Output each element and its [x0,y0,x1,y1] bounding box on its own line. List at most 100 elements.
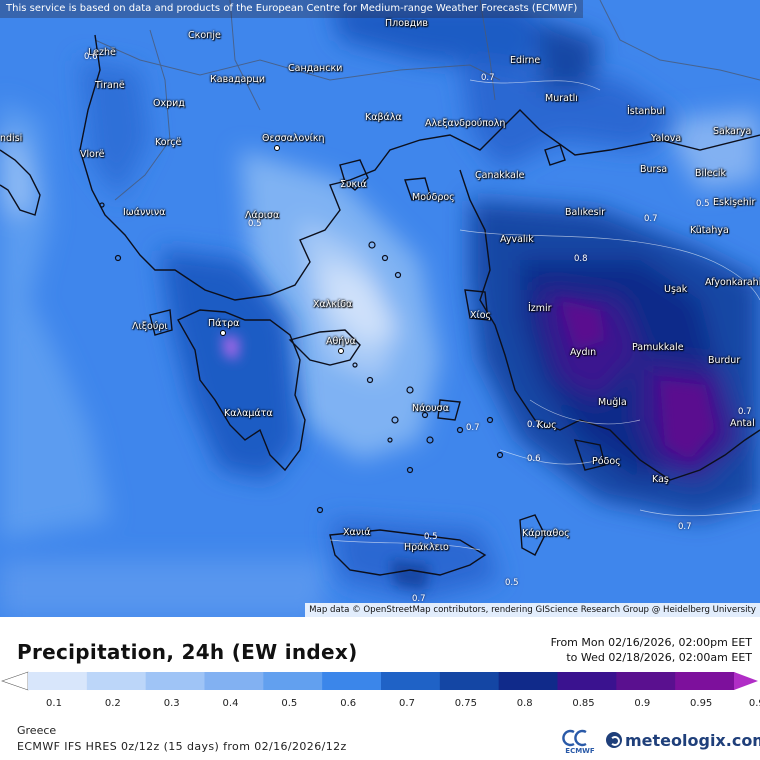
city-label: Αλεξανδρούπολη [425,118,506,129]
city-label: Ιωάννινα [123,207,166,218]
map-data-attribution: Map data © OpenStreetMap contributors, r… [305,603,760,617]
city-label: Kütahya [690,225,729,236]
isoline-value-label: 0.5 [248,219,262,229]
city-label: Πάτρα [208,318,240,329]
city-label: Καβάλα [365,112,402,123]
isoline-value-label: 0.7 [412,594,426,604]
city-label: Bursa [640,164,668,175]
precipitation-map[interactable]: This service is based on data and produc… [0,0,760,617]
legend-tick-label: 0.75 [454,698,477,709]
legend-tick-label: 0.9 [634,698,651,709]
city-label: Vlorë [80,149,105,160]
city-label: Μούδρος [412,192,455,203]
city-label: Λιξούρι [132,321,168,332]
isoline-value-label: 0.7 [481,73,495,83]
meteologix-icon [606,732,622,748]
city-label: İstanbul [627,106,666,117]
legend-tick-label: 0.5 [281,698,298,709]
city-label: Burdur [708,355,741,366]
city-label: Χανιά [343,527,371,538]
city-marker-icon [338,348,344,354]
city-label: Сандански [288,63,343,74]
legend-swatch [557,672,617,690]
legend-swatch [204,672,264,690]
city-label: Yalova [651,133,682,144]
legend-swatch [498,672,558,690]
isoline-value-label: 0.5 [505,578,519,588]
legend-arrow-low [1,671,29,691]
city-label: ndisi [0,133,23,144]
city-label: Muratlı [545,93,578,104]
city-label: Συκιά [340,179,367,190]
city-label: Çanakkale [475,170,525,181]
ecmwf-logo-label: ECMWF [565,747,595,755]
city-label: Αθήνα [326,336,356,347]
legend-tick-label: 0.8 [516,698,533,709]
map-canvas [0,0,760,617]
city-label: Balıkesir [565,207,606,218]
city-marker-icon [274,145,280,151]
city-label: Κως [537,420,557,431]
isoline-value-label: 0.6 [527,454,541,464]
city-label: Κάρπαθος [522,528,570,539]
legend-tick-label: 0.1 [46,698,62,709]
model-info: ECMWF IFS HRES 0z/12z (15 days) from 02/… [17,740,347,753]
meteologix-logo-text: meteologix.com [625,731,760,750]
city-label: Lezhë [88,47,116,58]
legend-tick-label: 0.6 [340,698,357,709]
legend-swatch [675,672,735,690]
city-label: Pamukkale [632,342,684,353]
city-label: Охрид [153,98,185,109]
isoline-value-label: 0.5 [424,532,438,542]
legend-tick-label: 0.4 [222,698,239,709]
ecmwf-logo[interactable]: ECMWF [562,728,598,758]
legend-swatch [616,672,676,690]
meteologix-logo[interactable]: meteologix.com [606,731,760,750]
city-label: Uşak [664,284,688,295]
city-label: Antal [730,418,755,429]
city-label: Ρόδος [592,456,621,467]
city-label: Korçë [155,137,182,148]
legend-tick-label: 0.3 [163,698,180,709]
city-label: Bilecik [695,168,727,179]
legend-swatch [86,672,147,690]
isoline-value-label: 0.7 [644,214,658,224]
city-label: Afyonkarahisar [705,277,760,288]
region-label: Greece [17,724,57,737]
city-label: Καλαμάτα [224,408,273,419]
city-label: Скопје [188,30,221,41]
legend-tick-label: 0.7 [399,698,415,709]
legend-swatch [145,672,205,690]
city-label: Νάουσα [412,403,449,414]
legend-swatch [28,672,88,690]
city-label: Кавадарци [210,74,266,85]
city-label: Edirne [510,55,541,66]
city-label: Χαλκίδα [313,299,353,310]
city-label: Ηράκλειο [404,542,449,553]
period-to: to Wed 02/18/2026, 02:00am EET [566,651,752,664]
legend-tick-label: 0.2 [104,698,121,709]
legend-tick-label: 0.95 [690,698,713,709]
city-label: Ayvalık [500,234,534,245]
color-scale-legend [1,671,758,691]
ecmwf-logo-icon [562,729,587,747]
legend-swatch [439,672,500,690]
city-label: Aydın [570,347,597,358]
legend-swatch [263,672,323,690]
city-label: Eskişehir [713,197,756,208]
isoline-value-label: 0.7 [678,522,692,532]
isoline-value-label: 0.6 [84,52,98,62]
legend-swatch [381,672,441,690]
isoline-value-label: 0.7 [527,420,541,430]
isoline-value-label: 0.7 [738,407,752,417]
legend-tick-label: 0.85 [572,698,595,709]
ecmwf-attribution: This service is based on data and produc… [0,0,584,18]
legend-tick-label: 0.99 [748,698,760,709]
isoline-value-label: 0.7 [466,423,480,433]
city-label: Sakarya [713,126,752,137]
legend-arrow-high [734,672,758,690]
isoline-value-label: 0.8 [574,254,588,264]
map-title: Precipitation, 24h (EW index) [17,640,358,664]
city-label: Θεσσαλονίκη [262,133,325,144]
city-marker-icon [220,330,226,336]
